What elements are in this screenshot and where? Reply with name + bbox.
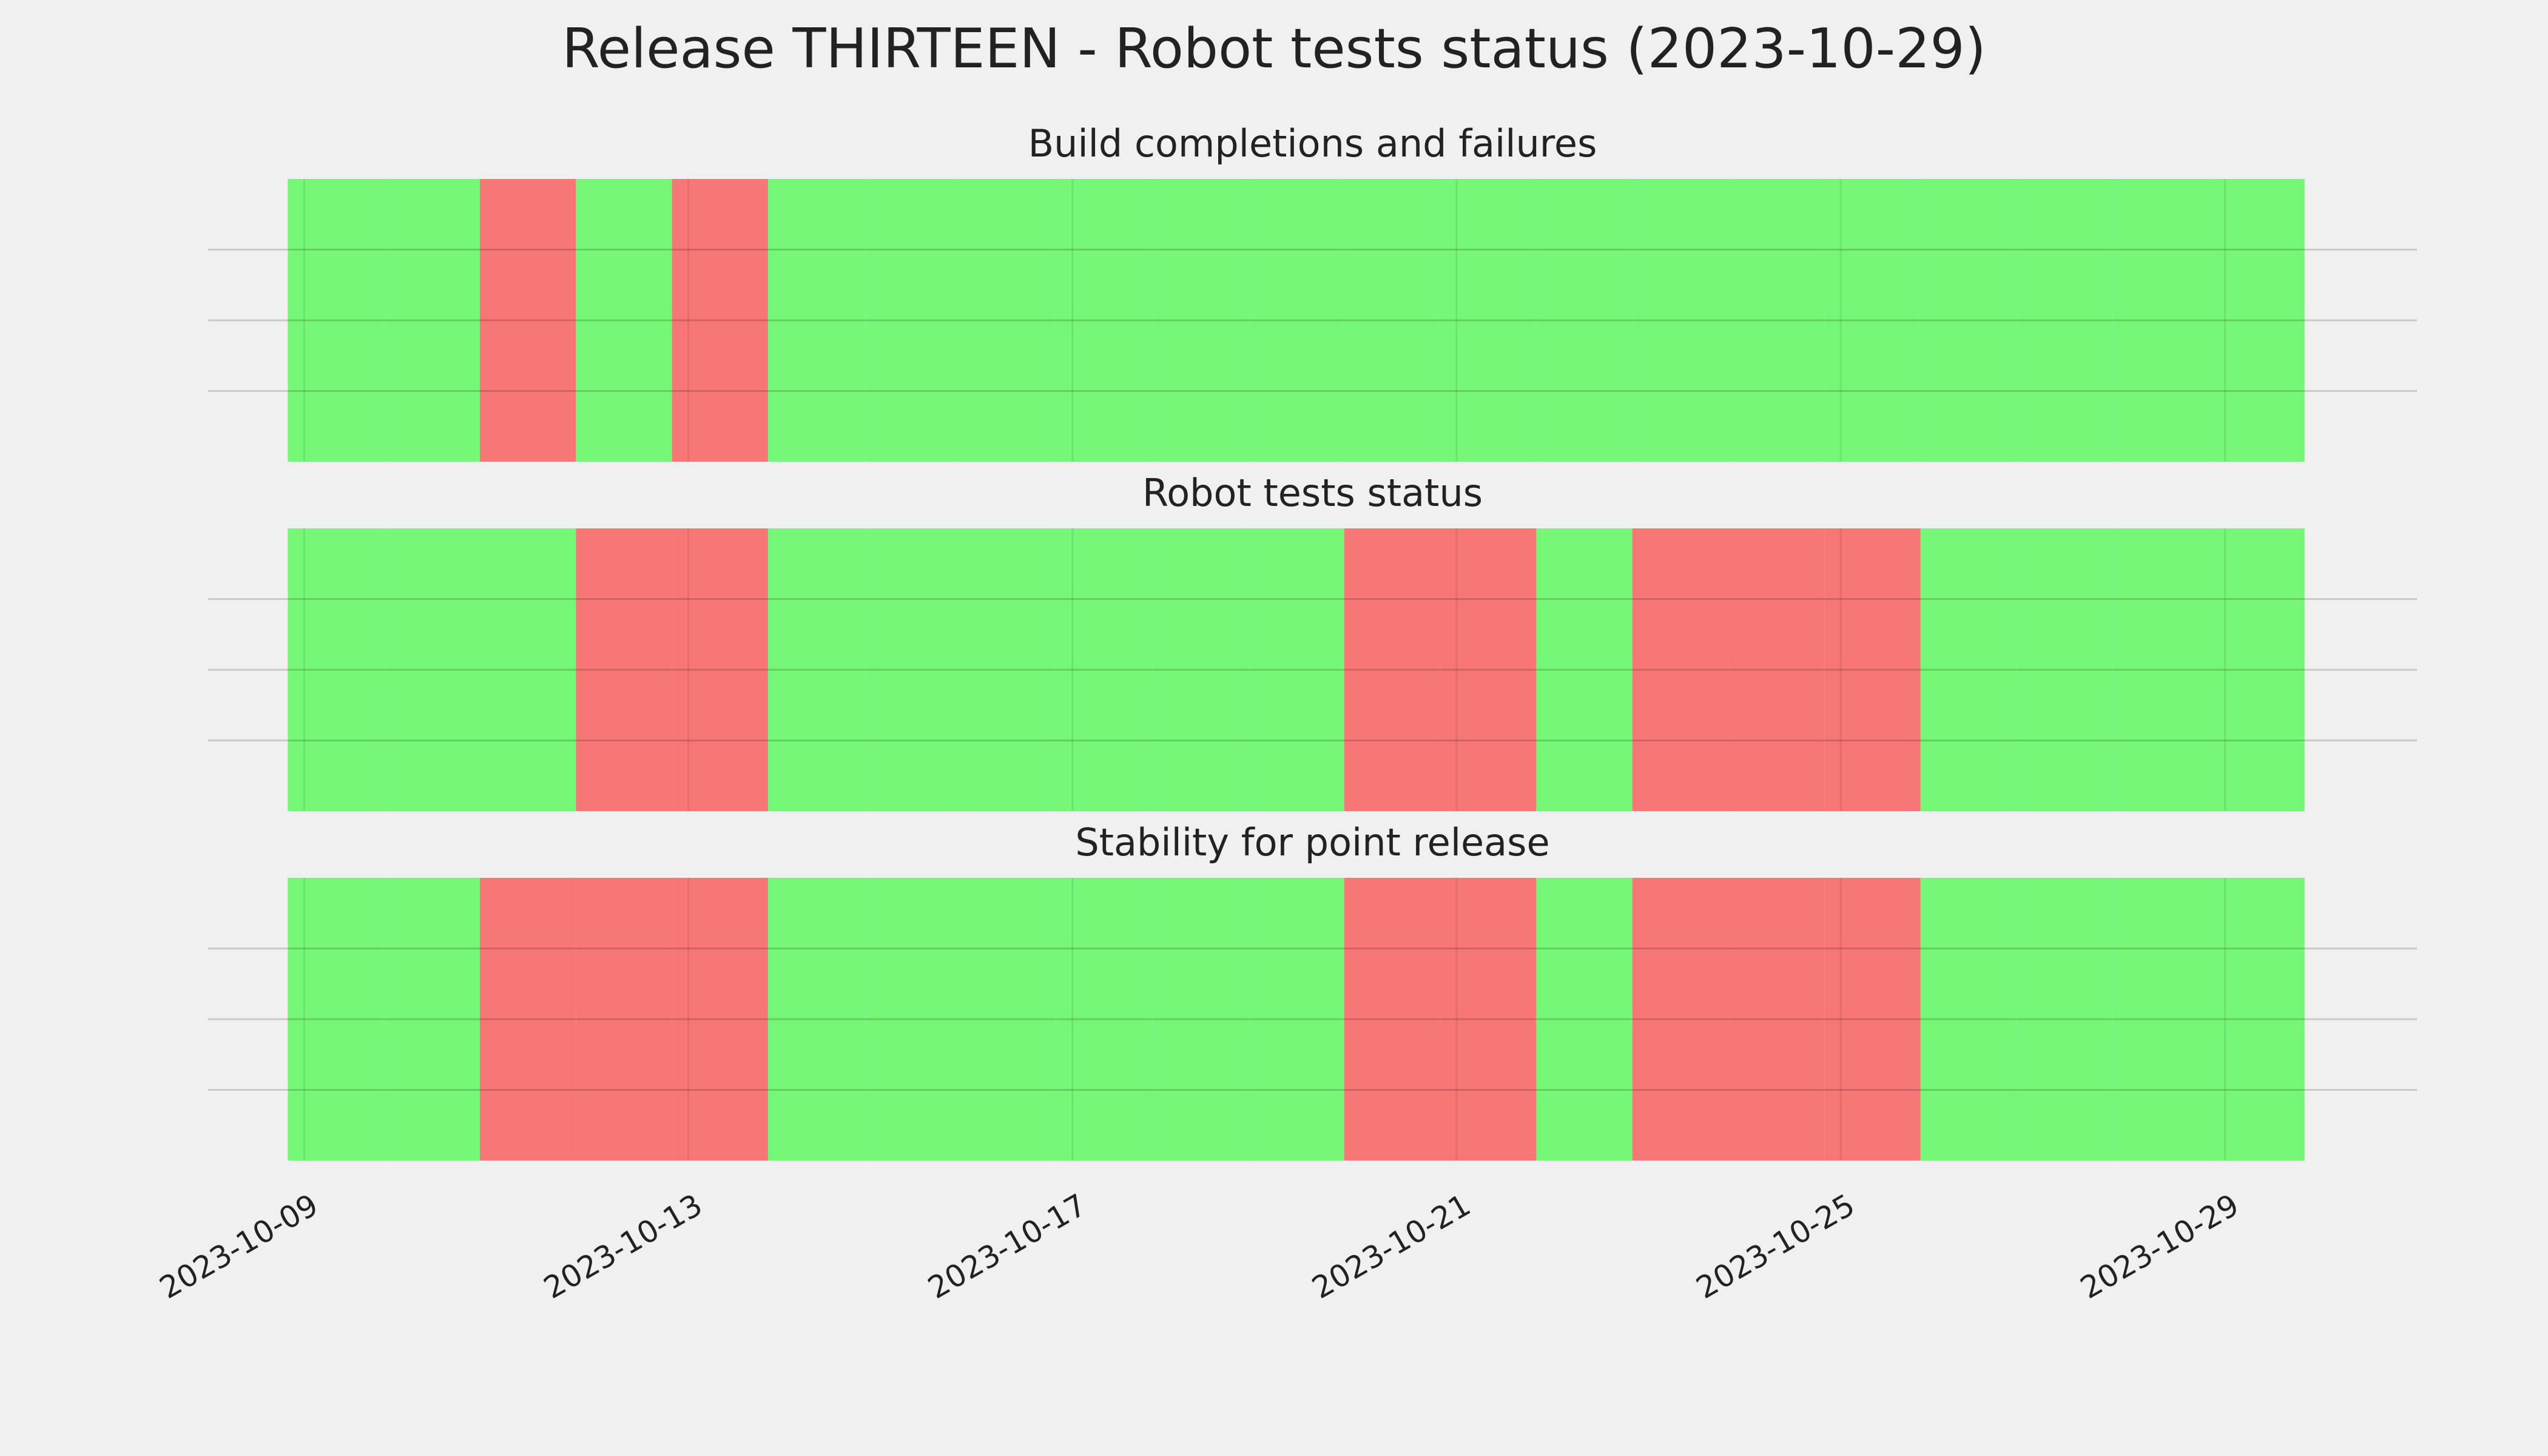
status-bar [1248,878,1344,1161]
status-bar [1920,528,2017,811]
status-bar [864,179,960,462]
panel-title: Robot tests status [1142,471,1483,515]
status-bar [1344,878,1441,1161]
status-bar [960,528,1056,811]
status-bar [2208,179,2305,462]
status-bar [1344,179,1441,462]
status-bar [480,878,576,1161]
status-bar [2112,878,2209,1161]
status-bar [1440,878,1537,1161]
status-bar [672,878,768,1161]
status-bar [767,528,864,811]
status-bar [2208,528,2305,811]
status-bar [1728,528,1825,811]
status-bar [1440,528,1537,811]
status-bar [1728,878,1825,1161]
status-bar [1632,179,1728,462]
status-bar [1632,528,1728,811]
status-bar [960,179,1056,462]
status-bar [1152,528,1249,811]
status-bar [480,179,576,462]
status-bar [1056,878,1153,1161]
status-bar [1248,179,1344,462]
figure-title: Release THIRTEEN - Robot tests status (2… [562,17,1986,81]
status-bar [1824,878,1921,1161]
status-bar [1824,179,1921,462]
status-bar [288,179,384,462]
status-bar [1056,528,1153,811]
status-bar [960,878,1056,1161]
status-bar [864,528,960,811]
status-bar [1056,179,1153,462]
status-bar [767,179,864,462]
status-bar [1824,528,1921,811]
status-bar [1152,878,1249,1161]
status-bar [1536,179,1633,462]
status-bar [864,878,960,1161]
status-bar [480,528,576,811]
panel-title: Stability for point release [1075,820,1549,864]
status-bar [1440,179,1537,462]
status-bar [383,878,480,1161]
status-bar [576,878,672,1161]
status-bar [383,179,480,462]
status-bar [1152,179,1249,462]
status-bar [2112,179,2209,462]
status-bar [576,528,672,811]
status-bar [2016,528,2113,811]
status-bar [1536,528,1633,811]
status-bar [2208,878,2305,1161]
panel-title: Build completions and failures [1028,121,1597,166]
status-bar [1920,878,2017,1161]
status-bar [2016,878,2113,1161]
status-bar [672,528,768,811]
status-bar [1632,878,1728,1161]
status-bar [576,179,672,462]
status-bar [288,528,384,811]
status-bar [2112,528,2209,811]
status-bar [288,878,384,1161]
status-bar [767,878,864,1161]
status-bar [1728,179,1825,462]
status-bar [1248,528,1344,811]
status-bar [1536,878,1633,1161]
status-bar [672,179,768,462]
status-bar [2016,179,2113,462]
status-bar [1344,528,1441,811]
status-bar [383,528,480,811]
status-bar [1920,179,2017,462]
